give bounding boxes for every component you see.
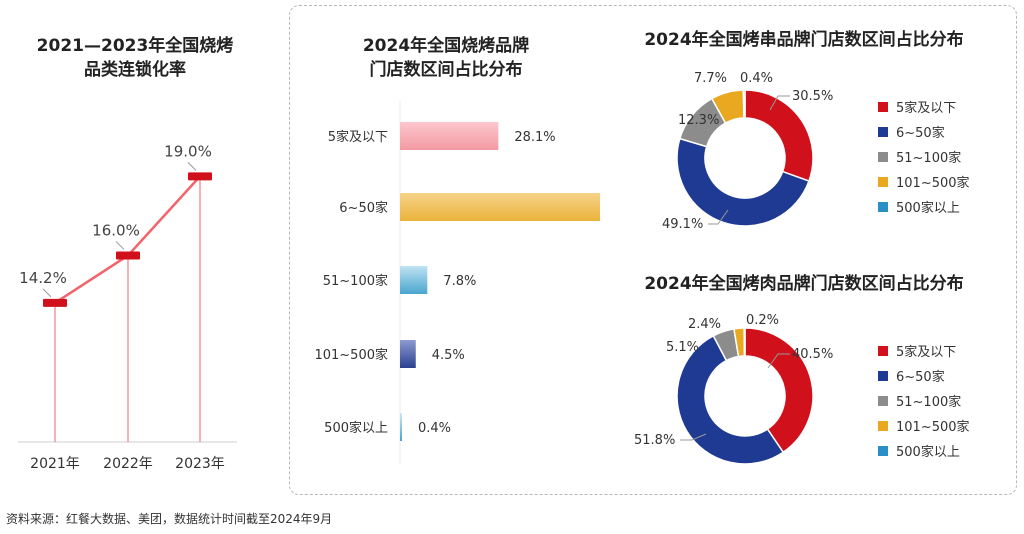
donut-2-label-4: 0.2% [746,313,779,328]
legend-item-4: 500家以上 [878,438,970,463]
legend-label-2: 51~100家 [896,395,962,410]
data-marker-2 [188,172,212,181]
x-tick-label-2: 2023年 [175,456,225,472]
donut-1-title: 2024年全国烤串品牌门店数区间占比分布 [644,30,964,50]
callout-line-0 [42,288,52,298]
legend-swatch-1 [878,126,888,137]
legend-swatch-4 [878,445,888,456]
legend-swatch-0 [878,101,888,112]
donut-2-label-2: 5.1% [666,340,699,355]
donut-1-label-2: 12.3% [678,113,719,128]
bar-category-label-2: 51~100家 [323,273,388,289]
donut-1-slice-1 [676,137,810,227]
source-note: 资料来源：红餐大数据、美团，数据统计时间截至2024年9月 [6,512,333,526]
donut-2-title: 2024年全国烤肉品牌门店数区间占比分布 [644,274,964,294]
legend-swatch-3 [878,176,888,187]
line-chart-title: 2021—2023年全国烧烤 品类连锁化率 [10,34,260,82]
legend-swatch-3 [878,420,888,431]
data-marker-1 [116,251,140,260]
legend-item-4: 500家以上 [878,194,970,219]
donut-1-slice-4 [742,89,746,119]
dashed-panel [289,5,1017,495]
donut-2-label-3: 2.4% [688,317,721,332]
bar-0 [400,122,499,150]
donut-1-leader-0 [769,95,790,111]
bar-chart: 5家及以下28.1%6~50家59.2%51~100家7.8%101~500家4… [300,100,665,480]
legend-label-4: 500家以上 [896,201,960,216]
bar-2 [400,266,428,294]
callout-line-2 [187,162,197,171]
legend-item-3: 101~500家 [878,413,970,438]
donut-2-slice-0 [744,327,814,454]
donut-1-label-1: 49.1% [662,217,703,232]
bar-category-label-4: 500家以上 [324,420,388,436]
bar-category-label-0: 5家及以下 [328,129,388,145]
donut-2-slice-4 [743,327,746,357]
donut-1-label-0: 30.5% [792,89,833,104]
legend-item-3: 101~500家 [878,169,970,194]
bar-category-label-3: 101~500家 [314,347,388,363]
donut-2-leader-1 [680,433,707,441]
bar-value-label-4: 0.4% [418,421,451,436]
bar-chart-title: 2024年全国烧烤品牌 门店数区间占比分布 [316,34,576,82]
bar-chart-title-line-2: 门店数区间占比分布 [369,60,523,80]
bar-1 [400,193,608,221]
bar-4 [400,413,402,441]
legend-item-2: 51~100家 [878,144,970,169]
bar-category-label-1: 6~50家 [339,200,388,216]
x-tick-label-1: 2022年 [103,456,153,472]
donut-1-label-3: 7.7% [694,71,727,86]
donut-1-legend: 5家及以下 6~50家 51~100家 101~500家 500家以上 [878,94,970,219]
donut-chart-2: 40.5% 51.8% 5.1% 2.4% 0.2% [634,313,833,465]
legend-swatch-4 [878,201,888,212]
data-marker-0 [43,298,67,307]
legend-swatch-0 [878,345,888,356]
legend-item-0: 5家及以下 [878,338,970,363]
legend-label-0: 5家及以下 [896,345,957,360]
data-label-1: 16.0% [92,221,140,239]
donut-1-label-4: 0.4% [740,71,773,86]
donut-2-leader-0 [767,353,790,369]
legend-label-3: 101~500家 [896,176,970,191]
donut-2-legend: 5家及以下 6~50家 51~100家 101~500家 500家以上 [878,338,970,463]
legend-item-0: 5家及以下 [878,94,970,119]
legend-label-1: 6~50家 [896,126,945,141]
line-chart: 14.2% 16.0% 19.0% 2021年 2022年 2023年 [18,142,237,472]
legend-label-3: 101~500家 [896,420,970,435]
legend-swatch-1 [878,370,888,381]
line-chart-title-line-2: 品类连锁化率 [84,60,186,80]
bar-chart-svg: 5家及以下28.1%6~50家59.2%51~100家7.8%101~500家4… [314,100,665,465]
legend-swatch-2 [878,395,888,406]
bar-value-label-3: 4.5% [432,348,465,363]
bar-value-label-2: 7.8% [443,274,476,289]
legend-label-4: 500家以上 [896,445,960,460]
legend-item-1: 6~50家 [878,363,970,388]
data-label-0: 14.2% [19,269,67,287]
legend-item-2: 51~100家 [878,388,970,413]
legend-item-1: 6~50家 [878,119,970,144]
legend-label-2: 51~100家 [896,151,962,166]
data-label-2: 19.0% [164,142,212,160]
donut-2-label-1: 51.8% [634,433,675,448]
legend-label-1: 6~50家 [896,370,945,385]
x-tick-label-0: 2021年 [30,456,80,472]
bar-3 [400,340,416,368]
donut-2-slice-1 [676,334,785,465]
callout-line-1 [115,241,125,250]
legend-swatch-2 [878,151,888,162]
bar-chart-title-line-1: 2024年全国烧烤品牌 [362,36,530,56]
donut-1-leader-1 [708,209,729,225]
donut-2-label-0: 40.5% [792,347,833,362]
donut-chart-1: 30.5% 49.1% 12.3% 7.7% 0.4% [662,71,833,232]
bar-value-label-0: 28.1% [514,130,555,145]
legend-label-0: 5家及以下 [896,101,957,116]
line-chart-title-line-1: 2021—2023年全国烧烤 [36,36,234,56]
